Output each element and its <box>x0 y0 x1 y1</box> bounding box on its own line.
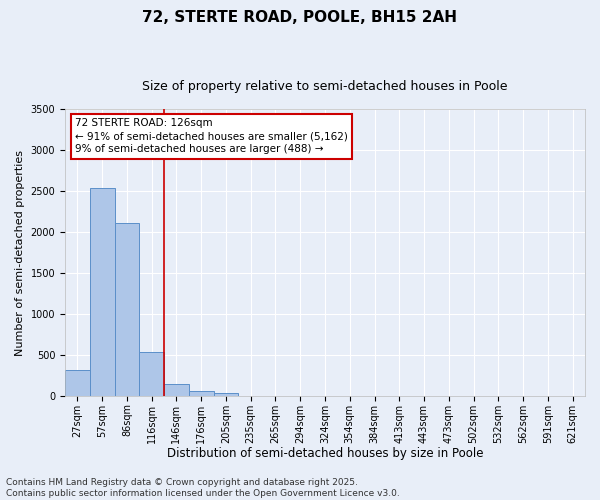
Bar <box>139 352 164 396</box>
Bar <box>164 384 189 396</box>
Bar <box>214 393 238 396</box>
Y-axis label: Number of semi-detached properties: Number of semi-detached properties <box>15 150 25 356</box>
Bar <box>189 390 214 396</box>
Text: 72, STERTE ROAD, POOLE, BH15 2AH: 72, STERTE ROAD, POOLE, BH15 2AH <box>143 10 458 25</box>
Bar <box>115 223 139 396</box>
Text: 72 STERTE ROAD: 126sqm
← 91% of semi-detached houses are smaller (5,162)
9% of s: 72 STERTE ROAD: 126sqm ← 91% of semi-det… <box>76 118 349 154</box>
Bar <box>90 188 115 396</box>
Title: Size of property relative to semi-detached houses in Poole: Size of property relative to semi-detach… <box>142 80 508 93</box>
Text: Contains HM Land Registry data © Crown copyright and database right 2025.
Contai: Contains HM Land Registry data © Crown c… <box>6 478 400 498</box>
Bar <box>65 370 90 396</box>
X-axis label: Distribution of semi-detached houses by size in Poole: Distribution of semi-detached houses by … <box>167 447 483 460</box>
